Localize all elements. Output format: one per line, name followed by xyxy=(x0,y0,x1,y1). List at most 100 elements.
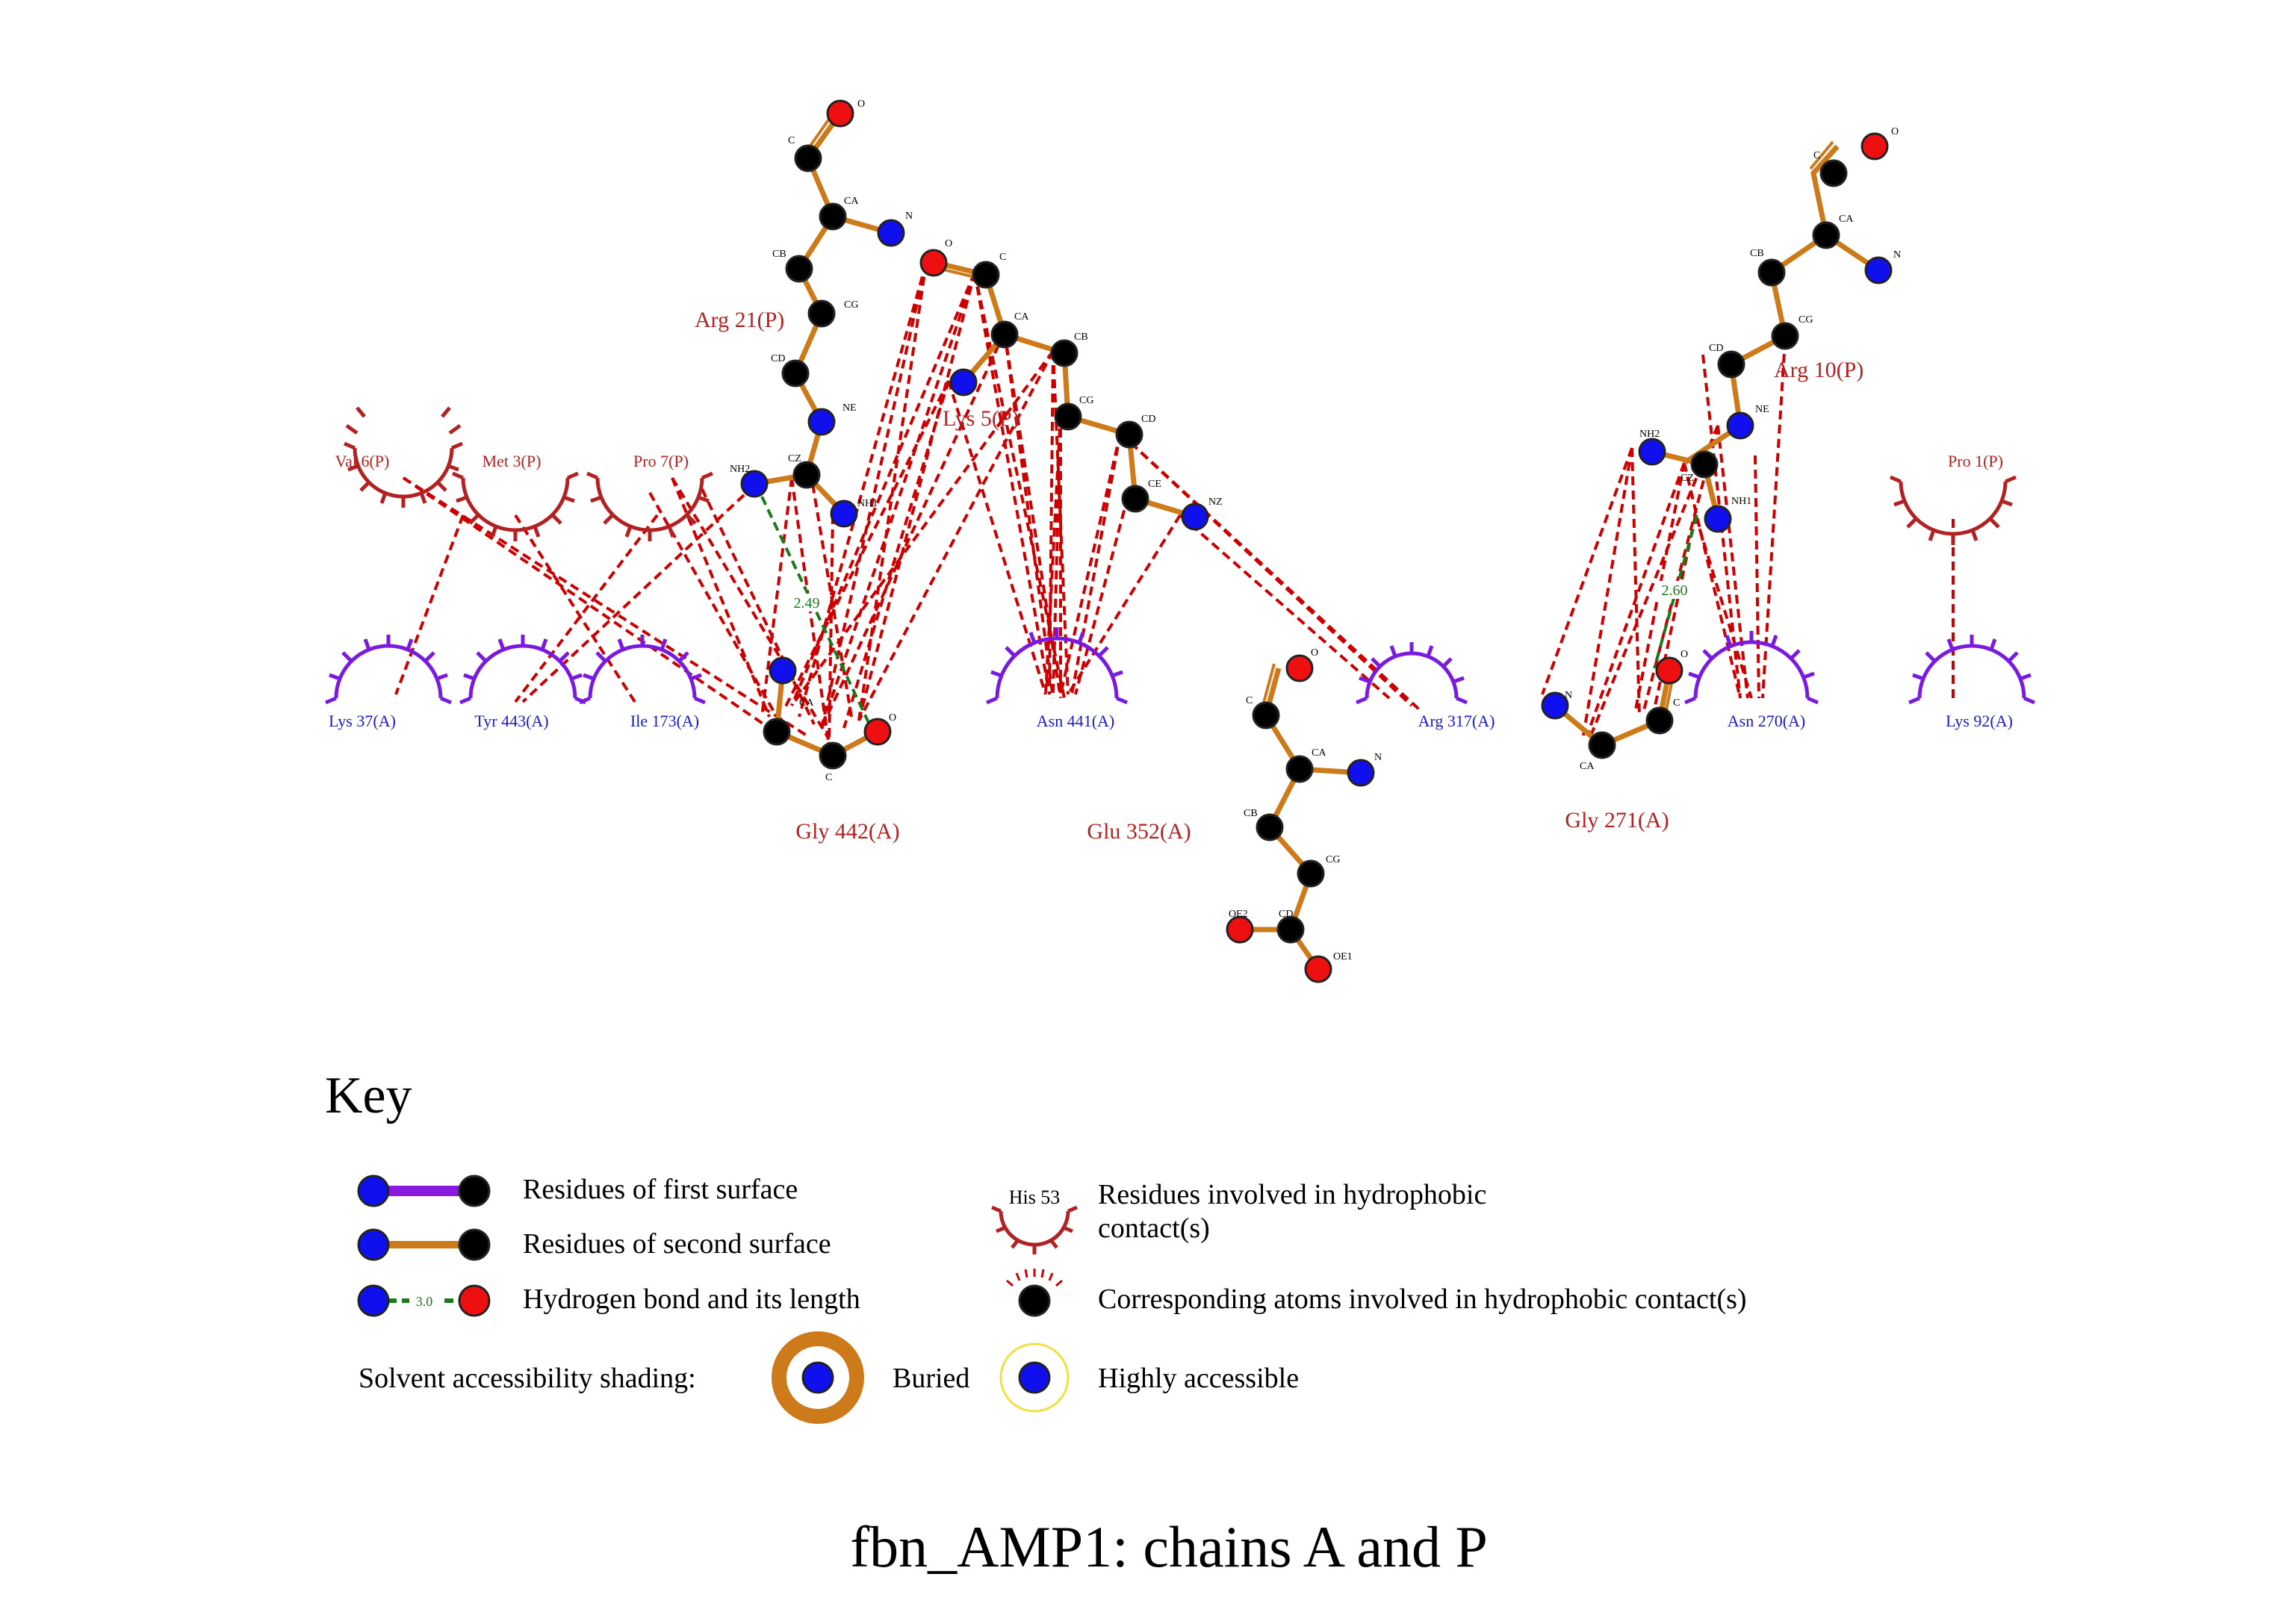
atom-cg xyxy=(1054,402,1082,431)
legend-carbon-atom xyxy=(458,1175,491,1207)
arc-met3 xyxy=(452,471,579,541)
atom-ce xyxy=(1121,485,1149,513)
label-arg21: Arg 21(P) xyxy=(695,308,784,332)
atom-o xyxy=(919,249,948,277)
legend-nitrogen-atom xyxy=(357,1228,390,1261)
legend-oxygen-atom xyxy=(458,1284,491,1317)
label-arg10: Arg 10(P) xyxy=(1774,358,1863,382)
label-gly271: Gly 271(A) xyxy=(1565,808,1669,833)
svg-text:CZ: CZ xyxy=(788,453,801,464)
svg-text:OE1: OE1 xyxy=(1333,951,1353,962)
atom-o xyxy=(826,99,854,128)
svg-text:CA: CA xyxy=(844,196,859,207)
label-pro7: Pro 7(P) xyxy=(633,452,689,470)
atom-cb xyxy=(1050,339,1079,367)
atom-cd xyxy=(1276,915,1305,944)
legend-hydrophobic-line2: contact(s) xyxy=(1098,1213,1210,1244)
label-ile173: Ile 173(A) xyxy=(630,712,699,730)
atom-cz xyxy=(1690,450,1719,479)
arc-lys92 xyxy=(1908,635,2035,705)
svg-text:CD: CD xyxy=(1279,909,1293,920)
svg-text:CD: CD xyxy=(771,353,785,364)
atom-c xyxy=(819,741,847,770)
diagram-title: fbn_AMP1: chains A and P xyxy=(850,1514,1488,1579)
atom-labels: O C CA N CB CG CD NE CZ NH2 NH1 O C CA C… xyxy=(730,99,1901,962)
svg-text:CB: CB xyxy=(1074,332,1088,343)
atom-o xyxy=(863,718,892,746)
legend-first-surface-label: Residues of first surface xyxy=(523,1174,798,1205)
arc-asn270 xyxy=(1684,631,1819,705)
legend-heading: Key xyxy=(325,1067,412,1124)
svg-text:NE: NE xyxy=(842,402,857,414)
hbond-right-length: 2.60 xyxy=(1662,582,1688,599)
svg-text:N: N xyxy=(1565,690,1572,701)
svg-text:O: O xyxy=(857,99,865,110)
svg-text:CA: CA xyxy=(1014,311,1029,323)
atom-o xyxy=(1860,132,1889,161)
atom-cg xyxy=(1297,859,1325,888)
hbond-left-length: 2.49 xyxy=(794,595,820,612)
arc-tyr443 xyxy=(459,635,586,705)
label-lys92: Lys 92(A) xyxy=(1946,712,2013,730)
atom-cd xyxy=(781,359,810,388)
svg-text:CD: CD xyxy=(1709,343,1723,354)
svg-text:CA: CA xyxy=(1312,747,1326,759)
legend-hydrophobic-arc xyxy=(991,1205,1078,1254)
svg-text:CD: CD xyxy=(1141,414,1155,425)
svg-text:NH2: NH2 xyxy=(1639,429,1660,440)
svg-text:NH1: NH1 xyxy=(857,498,878,509)
legend-nitrogen-atom xyxy=(357,1284,390,1317)
svg-text:O: O xyxy=(889,712,896,724)
atom-cb xyxy=(785,255,813,283)
svg-text:CA: CA xyxy=(1839,214,1854,225)
atom-nh1 xyxy=(1704,505,1732,533)
legend-shading-label: Solvent accessibility shading: xyxy=(359,1363,696,1394)
svg-text:N: N xyxy=(905,211,913,222)
svg-text:CA: CA xyxy=(1580,761,1595,772)
arc-ile173 xyxy=(579,635,706,705)
legend-buried-ring xyxy=(772,1331,864,1424)
arc-pro1 xyxy=(1890,475,2017,545)
svg-text:O: O xyxy=(945,238,952,249)
residue-arg10 xyxy=(1651,140,1880,520)
atom-n xyxy=(1541,691,1569,720)
legend-hydrophobic-atoms-label: Corresponding atoms involved in hydropho… xyxy=(1098,1284,1747,1315)
atom-cb xyxy=(1256,813,1284,841)
svg-text:C: C xyxy=(1813,150,1820,161)
legend-accessible-ring xyxy=(999,1343,1070,1413)
atom-ca xyxy=(763,718,791,746)
svg-text:CA: CA xyxy=(799,697,814,709)
atom-ca xyxy=(990,320,1019,349)
legend-accessible-atom xyxy=(1018,1361,1051,1394)
label-asn441: Asn 441(A) xyxy=(1037,712,1115,730)
svg-text:C: C xyxy=(788,135,795,146)
svg-text:CG: CG xyxy=(1798,314,1813,326)
svg-text:CG: CG xyxy=(1079,395,1093,406)
label-tyr443: Tyr 443(A) xyxy=(474,712,548,730)
svg-text:C: C xyxy=(999,252,1006,263)
atom-c xyxy=(972,261,1000,289)
atom-cg xyxy=(1771,322,1799,350)
svg-text:CB: CB xyxy=(772,249,786,260)
atom-ne xyxy=(807,408,836,436)
atom-ca xyxy=(1285,755,1314,783)
atom-o xyxy=(1285,654,1314,682)
svg-text:OE2: OE2 xyxy=(1229,909,1248,920)
atom-oe2 xyxy=(1226,915,1254,944)
atom-cd xyxy=(1717,350,1745,379)
label-met3: Met 3(P) xyxy=(482,452,541,470)
atom-n xyxy=(769,656,797,685)
svg-text:CB: CB xyxy=(1244,808,1258,819)
legend-hydrophobic-sample: His 53 xyxy=(1009,1186,1061,1208)
hydrophobic-arcs-chain-p xyxy=(344,406,2017,545)
legend: Key Residues of first surface Residues o… xyxy=(325,1067,1747,1424)
svg-text:C: C xyxy=(825,772,832,783)
atom-n xyxy=(1347,759,1375,787)
arc-arg317 xyxy=(1356,642,1468,705)
label-asn270: Asn 270(A) xyxy=(1728,712,1806,730)
legend-accessible-label: Highly accessible xyxy=(1098,1363,1299,1394)
svg-text:CG: CG xyxy=(1326,854,1340,865)
svg-text:NH1: NH1 xyxy=(1731,496,1751,507)
svg-text:O: O xyxy=(1680,649,1688,660)
